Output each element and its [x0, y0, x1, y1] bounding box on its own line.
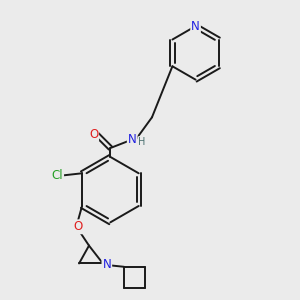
Text: N: N: [102, 258, 111, 271]
Text: N: N: [128, 133, 136, 146]
Text: Cl: Cl: [52, 169, 63, 182]
Text: O: O: [74, 220, 83, 233]
Text: N: N: [191, 20, 200, 33]
Text: O: O: [89, 128, 98, 141]
Text: H: H: [138, 137, 146, 147]
